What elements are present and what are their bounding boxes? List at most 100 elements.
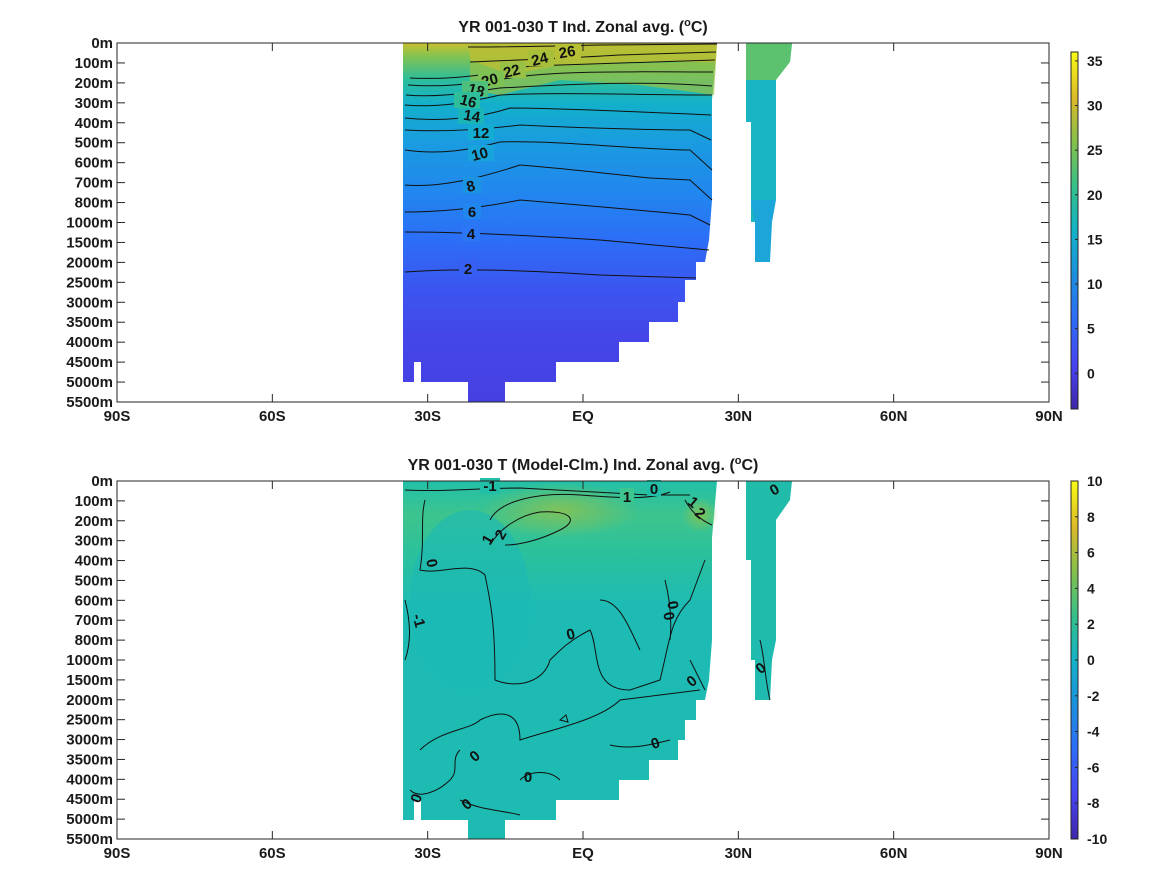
x-tick-label: 60N [880,408,908,425]
y-tick-label: 2000m [66,692,113,709]
colorbar-tick-label: -6 [1087,759,1100,775]
x-tick-label: 30N [725,408,753,425]
y-tick-label: 3000m [66,732,113,749]
colorbar-tick-label: 2 [1087,616,1095,632]
colorbar-tick-label: 25 [1087,142,1103,158]
x-tick-label: 90S [104,408,131,425]
colorbar-tick-label: 20 [1087,187,1103,203]
svg-text:22: 22 [502,61,523,82]
colorbar-tick-label: 10 [1087,276,1103,292]
svg-text:-1: -1 [483,478,496,495]
svg-text:14: 14 [462,107,482,127]
y-tick-label: 2000m [66,254,113,271]
colorbar-tick-label: -4 [1087,724,1100,740]
svg-text:0: 0 [659,611,677,622]
svg-text:26: 26 [558,43,577,63]
x-tick-label: 30N [725,845,753,862]
y-tick-label: 4500m [66,354,113,371]
x-tick-label: EQ [572,408,594,425]
svg-text:6: 6 [468,204,476,221]
colorbar-tick-label: -10 [1087,831,1107,847]
svg-text:0: 0 [650,481,658,498]
colorbar-tick-label: 10 [1087,473,1103,489]
y-tick-label: 3500m [66,751,113,768]
y-tick-label: 1000m [66,215,113,232]
y-tick-label: 600m [75,155,113,172]
y-tick-label: 400m [75,115,113,132]
y-tick-label: 4500m [66,791,113,808]
y-tick-label: 1500m [66,234,113,251]
x-tick-label: EQ [572,845,594,862]
y-tick-label: 0m [91,35,113,52]
y-tick-label: 3000m [66,294,113,311]
svg-text:24: 24 [530,49,551,70]
anomaly-field [403,481,792,839]
y-tick-label: 4000m [66,334,113,351]
colorbar-tick-label: 0 [1087,365,1095,381]
colorbar-tick-label: 0 [1087,652,1095,668]
colorbar-tick-label: 4 [1087,580,1095,596]
colorbar-tick-label: 8 [1087,509,1095,525]
y-tick-label: 800m [75,195,113,212]
x-tick-label: 60S [259,408,286,425]
chart-title: YR 001-030 T Ind. Zonal avg. (oC) [458,17,707,36]
panel-anomaly: YR 001-030 T (Model-Clm.) Ind. Zonal avg… [66,455,1107,862]
x-tick-label: 90N [1035,408,1063,425]
colorbar-ticks-2: 10 8 6 4 2 0 -2 -4 -6 -8 -10 [1075,473,1107,847]
x-tick-label: 30S [414,408,441,425]
y-tick-label: 5000m [66,374,113,391]
colorbar-ticks: 35 30 25 20 15 10 5 0 [1075,53,1103,381]
x-tick-label: 60N [880,845,908,862]
colorbar-tick-label: 6 [1087,545,1095,561]
northern-strip-2 [746,481,792,660]
chart-title-2: YR 001-030 T (Model-Clm.) Ind. Zonal avg… [408,455,759,474]
y-tick-label: 100m [75,55,113,72]
colorbar-tick-label: 15 [1087,231,1103,247]
y-tick-label: 200m [75,75,113,92]
colorbar-tick-label: 35 [1087,53,1103,69]
y-axis: 0m 100m 200m 300m 400m 500m 600m 700m 800m 1000m 1… [66,35,1049,411]
x-tick-label: 90N [1035,845,1063,862]
y-tick-label: 500m [75,135,113,152]
colorbar-tick-label: -8 [1087,795,1100,811]
contour-labels: 26 24 22 20 18 16 14 12 10 8 6 4 2 [454,43,581,278]
y-axis-2: 0m 100m 200m 300m 400m 500m 600m 700m 800m 1000m 1… [66,473,1049,848]
colorbar-tick-label: -2 [1087,688,1100,704]
northern-strip [746,43,792,222]
y-tick-label: 800m [75,632,113,649]
x-axis-2: 90S 60S 30S EQ 30N 60N 90N [104,481,1063,862]
y-tick-label: 3500m [66,314,113,331]
svg-text:12: 12 [473,125,490,142]
svg-text:4: 4 [467,226,476,243]
colorbar-tick-label: 30 [1087,98,1103,114]
x-tick-label: 90S [104,845,131,862]
svg-text:1: 1 [623,489,631,506]
y-tick-label: 4000m [66,771,113,788]
y-tick-label: 400m [75,553,113,570]
svg-text:2: 2 [464,261,472,278]
y-tick-label: 0m [91,473,113,490]
y-tick-label: 5000m [66,811,113,828]
anomaly-contours [404,487,771,816]
x-tick-label: 60S [259,845,286,862]
y-tick-label: 700m [75,175,113,192]
svg-text:10: 10 [470,144,491,165]
y-tick-label: 2500m [66,712,113,729]
x-axis: 90S 60S 30S EQ 30N 60N 90N [104,43,1063,425]
y-tick-label: 5500m [66,394,113,411]
svg-text:0: 0 [524,769,532,786]
ocean-section [403,43,717,402]
panel-temperature: YR 001-030 T Ind. Zonal avg. (oC) [66,17,1103,425]
svg-text:-1: -1 [408,612,428,629]
svg-text:16: 16 [458,91,479,112]
y-tick-label: 1000m [66,652,113,669]
y-tick-label: 600m [75,592,113,609]
y-tick-label: 300m [75,95,113,112]
colorbar-tick-label: 5 [1087,321,1095,337]
y-tick-label: 2500m [66,274,113,291]
y-tick-label: 5500m [66,831,113,848]
colorbar [1070,51,1079,410]
y-tick-label: 300m [75,533,113,550]
svg-text:0: 0 [422,558,440,569]
